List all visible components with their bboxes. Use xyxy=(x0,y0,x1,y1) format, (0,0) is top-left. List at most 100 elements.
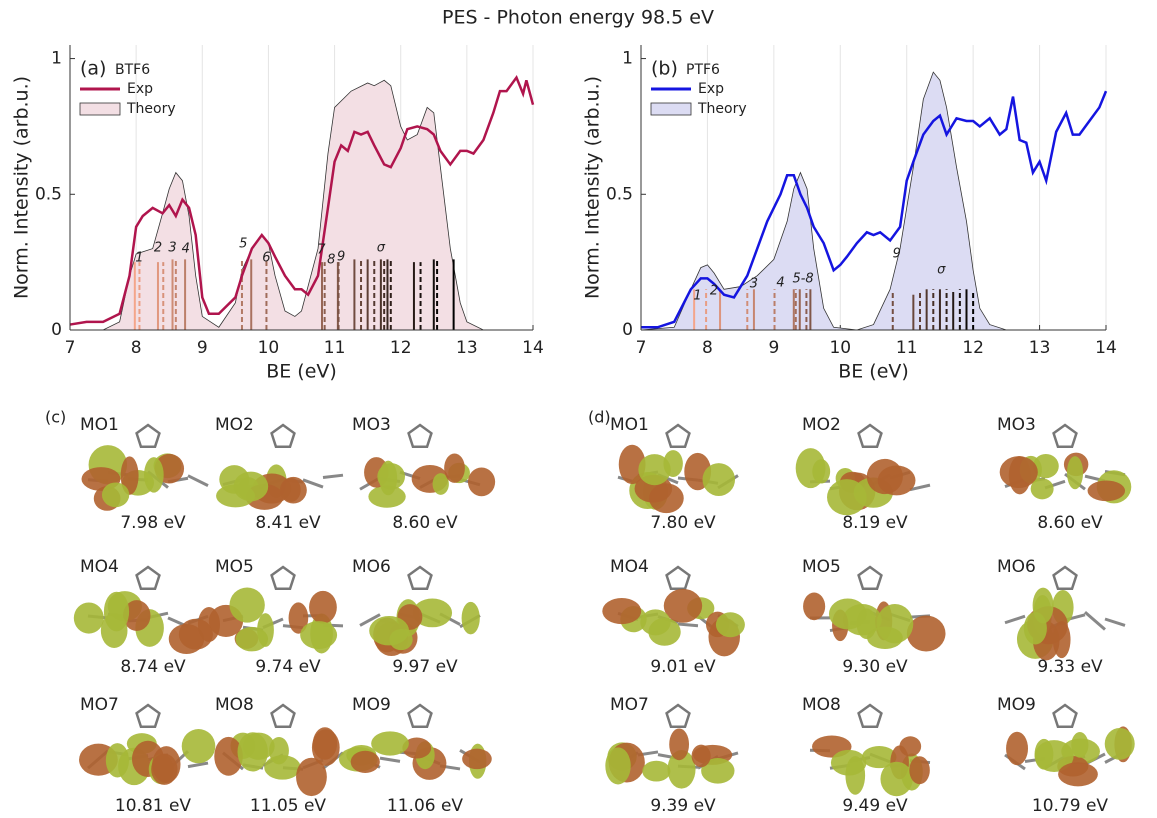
mo-label: MO6 xyxy=(352,557,391,577)
mo-label: MO2 xyxy=(215,415,254,435)
annotation: 6 xyxy=(262,251,270,266)
y-tick-label: 0 xyxy=(51,320,62,340)
lobe xyxy=(999,456,1038,489)
lobe xyxy=(432,473,449,495)
figure-title: PES - Photon energy 98.5 eV xyxy=(442,7,714,29)
mo-label: MO5 xyxy=(802,557,841,577)
orbital-image xyxy=(803,565,946,652)
orbital-image xyxy=(359,423,496,508)
orbital-image xyxy=(605,703,739,789)
mo-label: MO8 xyxy=(215,695,254,715)
lobe xyxy=(379,460,398,496)
bond xyxy=(187,474,209,487)
lobe xyxy=(73,602,104,634)
mo-energy: 9.30 eV xyxy=(842,657,908,677)
mo-energy: 8.19 eV xyxy=(842,513,908,533)
mo-energy: 11.06 eV xyxy=(387,796,464,816)
ring xyxy=(270,703,296,728)
lobe xyxy=(909,756,930,785)
orbital-image xyxy=(216,423,344,510)
ring xyxy=(135,423,161,448)
lobe xyxy=(143,457,164,493)
lobe xyxy=(101,482,130,508)
orbital-image xyxy=(809,703,931,797)
legend-label: Exp xyxy=(127,81,153,97)
annotation: 1 xyxy=(135,251,143,266)
ring xyxy=(407,703,433,728)
orbital-image xyxy=(214,703,344,797)
annotation: 3 xyxy=(750,277,758,292)
lobe xyxy=(105,743,129,778)
orbital-image xyxy=(795,423,931,516)
mo-label: MO7 xyxy=(80,695,119,715)
lobe xyxy=(311,729,340,766)
lobe xyxy=(642,760,671,782)
ring xyxy=(1052,565,1078,590)
lobe xyxy=(1104,727,1135,760)
lobe xyxy=(181,729,216,764)
lobe xyxy=(701,757,735,784)
orbital-image xyxy=(359,565,481,657)
annotation: 5-8 xyxy=(792,272,813,287)
lobe xyxy=(309,590,337,624)
ring xyxy=(665,565,691,590)
theory-area xyxy=(70,80,533,331)
bond xyxy=(1004,614,1026,625)
lobe xyxy=(715,612,745,638)
mo-label: MO1 xyxy=(610,415,649,435)
x-axis-label: BE (eV) xyxy=(838,361,909,383)
lobe xyxy=(880,761,913,797)
lobe xyxy=(605,747,631,785)
exp-line xyxy=(69,75,535,326)
mo-label: MO7 xyxy=(610,695,649,715)
lobe xyxy=(1058,762,1098,787)
annotation: 9 xyxy=(337,250,345,265)
orbital-image xyxy=(339,703,492,780)
annotation: 4 xyxy=(776,276,784,291)
x-tick-label: 8 xyxy=(131,338,142,358)
mo-energy: 9.01 eV xyxy=(650,657,716,677)
theory-line xyxy=(70,79,533,331)
x-tick-label: 9 xyxy=(768,338,779,358)
mo-energy: 10.79 eV xyxy=(1032,796,1109,816)
x-tick-label: 13 xyxy=(1029,338,1051,358)
annotation: 7 xyxy=(317,243,326,258)
mo-label: MO5 xyxy=(215,557,254,577)
orbital-image xyxy=(602,565,745,657)
x-tick-label: 14 xyxy=(522,338,544,358)
lobe xyxy=(1032,587,1054,624)
y-axis-label: Norm. Intensity (arb.u.) xyxy=(582,76,604,299)
lobe xyxy=(1071,732,1089,758)
x-tick-label: 12 xyxy=(962,338,984,358)
mo-energy: 9.97 eV xyxy=(392,657,458,677)
lobe xyxy=(1087,480,1126,502)
mo-energy: 7.98 eV xyxy=(120,513,186,533)
lobe xyxy=(663,588,703,623)
panel-label: (c) xyxy=(45,408,66,427)
lobe xyxy=(168,623,205,654)
legend-label: Theory xyxy=(697,101,747,117)
sample-label: BTF6 xyxy=(115,62,150,78)
bond xyxy=(359,613,381,627)
lobe xyxy=(876,604,914,644)
ring xyxy=(407,423,433,448)
lobe xyxy=(214,736,243,776)
lobe xyxy=(371,731,409,756)
lobe xyxy=(1066,456,1084,490)
legend-label: Exp xyxy=(698,81,724,97)
annotation: 5 xyxy=(239,237,247,252)
x-axis-label: BE (eV) xyxy=(266,361,337,383)
mo-energy: 9.33 eV xyxy=(1037,657,1103,677)
orbital-image xyxy=(999,423,1132,504)
x-tick-label: 9 xyxy=(197,338,208,358)
x-tick-label: 11 xyxy=(324,338,346,358)
mo-energy: 11.05 eV xyxy=(250,796,327,816)
ring xyxy=(270,423,296,448)
y-tick-label: 0 xyxy=(622,320,633,340)
annotation: 1 xyxy=(693,289,701,304)
lobe xyxy=(269,737,289,765)
lobe xyxy=(350,750,380,773)
bond xyxy=(302,478,324,489)
